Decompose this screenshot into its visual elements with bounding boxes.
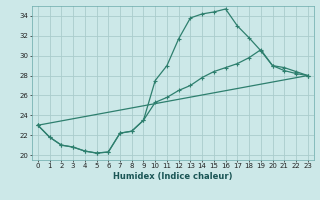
X-axis label: Humidex (Indice chaleur): Humidex (Indice chaleur) <box>113 172 233 181</box>
